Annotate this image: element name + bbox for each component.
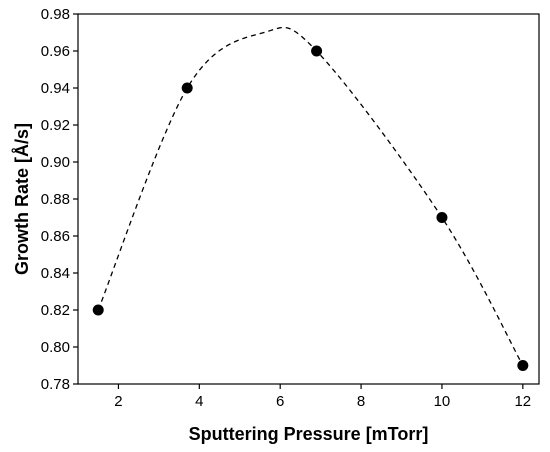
y-tick-label: 0.78 bbox=[41, 376, 70, 393]
y-tick-label: 0.88 bbox=[41, 191, 70, 208]
x-tick-label: 6 bbox=[276, 393, 284, 410]
y-tick-label: 0.92 bbox=[41, 117, 70, 134]
y-tick-label: 0.94 bbox=[41, 80, 70, 97]
y-tick-label: 0.96 bbox=[41, 43, 70, 60]
y-axis-title: Growth Rate [Å/s] bbox=[12, 123, 32, 275]
data-point bbox=[181, 82, 193, 94]
y-tick-label: 0.90 bbox=[41, 154, 70, 171]
x-tick-label: 10 bbox=[434, 393, 451, 410]
y-tick-label: 0.86 bbox=[41, 228, 70, 245]
y-tick-label: 0.80 bbox=[41, 339, 70, 356]
y-axis: 0.78 0.80 0.82 0.84 0.86 0.88 0.90 0.92 0.94 0.96… bbox=[41, 6, 78, 393]
x-tick-label: 2 bbox=[114, 393, 122, 410]
x-axis-title: Sputtering Pressure [mTorr] bbox=[189, 424, 429, 444]
y-tick-label: 0.84 bbox=[41, 265, 70, 282]
data-point bbox=[92, 304, 104, 316]
x-tick-label: 4 bbox=[195, 393, 203, 410]
plot-frame bbox=[77, 13, 540, 385]
y-tick-label: 0.82 bbox=[41, 302, 70, 319]
data-point bbox=[517, 360, 529, 371]
x-tick-label: 12 bbox=[514, 393, 531, 410]
fit-curve bbox=[97, 26, 524, 366]
data-point bbox=[436, 212, 448, 223]
y-tick-label: 0.98 bbox=[41, 6, 70, 23]
x-axis: 2 4 6 8 10 12 bbox=[114, 384, 531, 410]
data-points bbox=[92, 45, 529, 371]
x-tick-label: 8 bbox=[357, 393, 365, 410]
data-point bbox=[311, 45, 323, 57]
